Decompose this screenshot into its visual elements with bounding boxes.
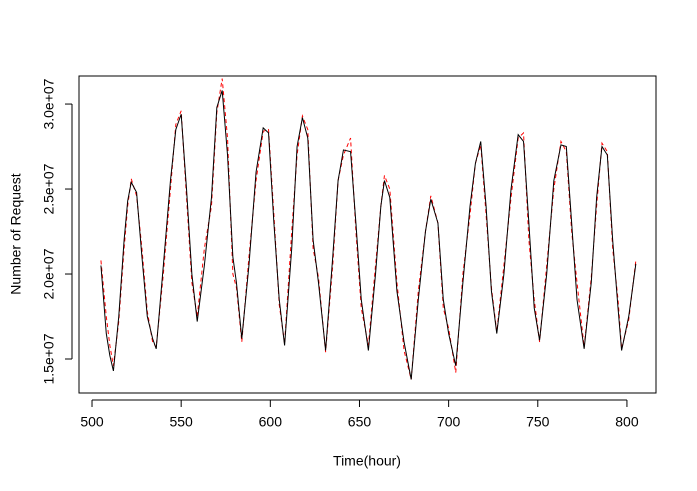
- y-tick-label: 2.5e+07: [41, 163, 57, 214]
- x-tick-label: 600: [259, 414, 283, 430]
- x-tick-label: 500: [80, 414, 104, 430]
- y-tick-label: 3.0e+07: [41, 78, 57, 129]
- x-tick-label: 550: [169, 414, 193, 430]
- series-line: [100, 78, 637, 380]
- x-tick-label: 750: [526, 414, 550, 430]
- x-tick-label: 800: [615, 414, 639, 430]
- plot-box: [78, 75, 657, 394]
- x-axis-title: Time(hour): [333, 453, 401, 469]
- series-line: [100, 90, 637, 380]
- x-tick-label: 700: [437, 414, 461, 430]
- y-tick-label: 2.0e+07: [41, 248, 57, 299]
- y-axis-title: Number of Request: [8, 173, 24, 295]
- x-tick-label: 650: [348, 414, 372, 430]
- y-tick-label: 1.5e+07: [41, 333, 57, 384]
